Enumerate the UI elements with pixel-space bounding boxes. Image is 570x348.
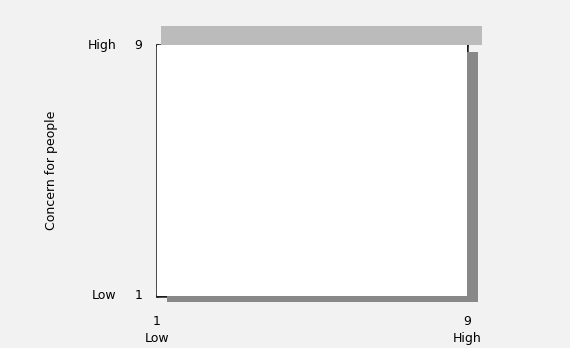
Text: Low: Low — [92, 289, 117, 302]
Text: High: High — [88, 39, 117, 52]
Text: 1: 1 — [153, 315, 161, 328]
Text: 1.1: 1.1 — [164, 270, 190, 285]
Text: 5.5: 5.5 — [299, 163, 325, 178]
Text: Concern for people: Concern for people — [45, 111, 58, 230]
Text: 9.9: 9.9 — [434, 56, 461, 71]
Text: 9.1: 9.1 — [434, 270, 461, 285]
Text: 9: 9 — [463, 315, 471, 328]
Text: High: High — [453, 332, 482, 345]
Text: 9: 9 — [135, 39, 142, 52]
Text: 1: 1 — [135, 289, 142, 302]
Text: Low: Low — [144, 332, 169, 345]
Text: 1.9: 1.9 — [164, 56, 190, 71]
